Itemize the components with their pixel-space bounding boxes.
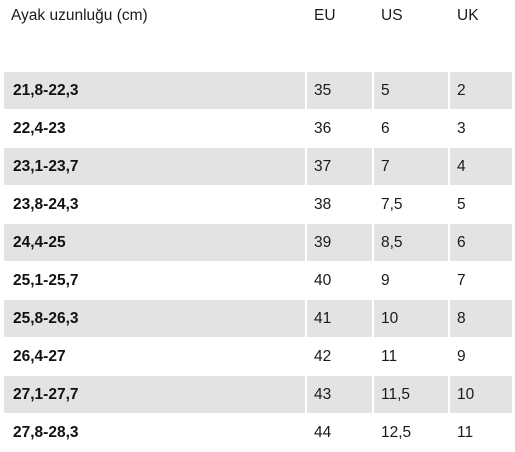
spacer-cell bbox=[4, 34, 512, 72]
table-row: 23,8-24,3 38 7,5 5 bbox=[4, 186, 512, 224]
cell-us: 6 bbox=[372, 110, 448, 148]
cell-foot-length: 22,4-23 bbox=[4, 110, 305, 148]
cell-uk: 2 bbox=[448, 72, 512, 110]
cell-us: 11,5 bbox=[372, 376, 448, 414]
cell-foot-length: 21,8-22,3 bbox=[4, 72, 305, 110]
header-eu: EU bbox=[305, 0, 372, 34]
cell-uk: 9 bbox=[448, 338, 512, 376]
table-row: 25,1-25,7 40 9 7 bbox=[4, 262, 512, 300]
cell-us: 9 bbox=[372, 262, 448, 300]
cell-eu: 43 bbox=[305, 376, 372, 414]
header-us: US bbox=[372, 0, 448, 34]
cell-eu: 40 bbox=[305, 262, 372, 300]
cell-foot-length: 26,4-27 bbox=[4, 338, 305, 376]
table-row: 26,4-27 42 11 9 bbox=[4, 338, 512, 376]
cell-us: 8,5 bbox=[372, 224, 448, 262]
cell-foot-length: 25,1-25,7 bbox=[4, 262, 305, 300]
table-row: 22,4-23 36 6 3 bbox=[4, 110, 512, 148]
cell-eu: 41 bbox=[305, 300, 372, 338]
cell-foot-length: 24,4-25 bbox=[4, 224, 305, 262]
table-row: 25,8-26,3 41 10 8 bbox=[4, 300, 512, 338]
header-uk: UK bbox=[448, 0, 512, 34]
table-row: 27,1-27,7 43 11,5 10 bbox=[4, 376, 512, 414]
cell-uk: 3 bbox=[448, 110, 512, 148]
header-spacer bbox=[4, 34, 512, 72]
cell-eu: 38 bbox=[305, 186, 372, 224]
cell-us: 10 bbox=[372, 300, 448, 338]
cell-eu: 35 bbox=[305, 72, 372, 110]
cell-foot-length: 27,8-28,3 bbox=[4, 414, 305, 452]
cell-foot-length: 27,1-27,7 bbox=[4, 376, 305, 414]
cell-us: 12,5 bbox=[372, 414, 448, 452]
cell-eu: 44 bbox=[305, 414, 372, 452]
cell-uk: 6 bbox=[448, 224, 512, 262]
cell-us: 5 bbox=[372, 72, 448, 110]
cell-uk: 10 bbox=[448, 376, 512, 414]
cell-uk: 7 bbox=[448, 262, 512, 300]
table-row: 23,1-23,7 37 7 4 bbox=[4, 148, 512, 186]
size-chart-table: Ayak uzunluğu (cm) EU US UK 21,8-22,3 35… bbox=[4, 0, 512, 452]
cell-us: 11 bbox=[372, 338, 448, 376]
cell-foot-length: 25,8-26,3 bbox=[4, 300, 305, 338]
cell-foot-length: 23,8-24,3 bbox=[4, 186, 305, 224]
header-row: Ayak uzunluğu (cm) EU US UK bbox=[4, 0, 512, 34]
cell-uk: 8 bbox=[448, 300, 512, 338]
table-row: 21,8-22,3 35 5 2 bbox=[4, 72, 512, 110]
table-row: 24,4-25 39 8,5 6 bbox=[4, 224, 512, 262]
table-row: 27,8-28,3 44 12,5 11 bbox=[4, 414, 512, 452]
cell-uk: 11 bbox=[448, 414, 512, 452]
cell-uk: 5 bbox=[448, 186, 512, 224]
table-body: 21,8-22,3 35 5 2 22,4-23 36 6 3 23,1-23,… bbox=[4, 34, 512, 452]
cell-us: 7 bbox=[372, 148, 448, 186]
cell-foot-length: 23,1-23,7 bbox=[4, 148, 305, 186]
header-foot-length: Ayak uzunluğu (cm) bbox=[11, 7, 148, 24]
cell-eu: 36 bbox=[305, 110, 372, 148]
table-header: Ayak uzunluğu (cm) EU US UK bbox=[4, 0, 512, 34]
cell-eu: 42 bbox=[305, 338, 372, 376]
cell-eu: 37 bbox=[305, 148, 372, 186]
cell-us: 7,5 bbox=[372, 186, 448, 224]
cell-uk: 4 bbox=[448, 148, 512, 186]
cell-eu: 39 bbox=[305, 224, 372, 262]
